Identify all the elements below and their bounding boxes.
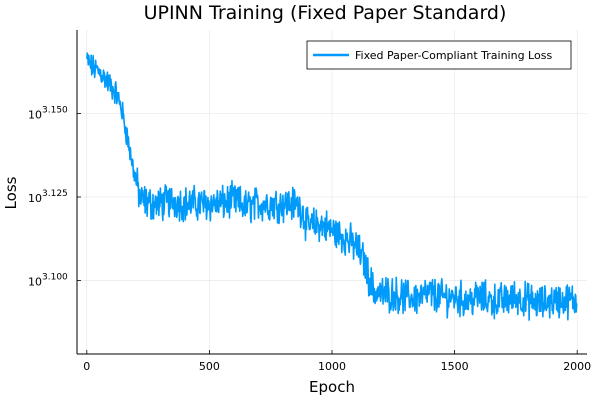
x-tick-label: 0 — [83, 360, 90, 373]
x-tick-label: 1500 — [441, 360, 469, 373]
x-tick-label: 1000 — [318, 360, 346, 373]
x-axis-label: Epoch — [309, 378, 355, 396]
y-tick-label: 103.125 — [28, 189, 68, 205]
y-tick-label: 103.150 — [28, 106, 68, 122]
series-layer — [86, 52, 578, 321]
x-tick-label: 2000 — [563, 360, 591, 373]
x-tick-label: 500 — [199, 360, 220, 373]
y-axis-label: Loss — [2, 176, 20, 209]
y-tick-label: 103.100 — [28, 273, 68, 289]
chart-title: UPINN Training (Fixed Paper Standard) — [144, 2, 507, 24]
legend-box — [306, 40, 572, 70]
legend: Fixed Paper-Compliant Training Loss — [306, 40, 572, 70]
ticks: 0 500 1000 1500 2000 103.100 103.125 103.150 — [28, 106, 591, 373]
grid — [77, 30, 587, 354]
legend-label: Fixed Paper-Compliant Training Loss — [355, 49, 552, 62]
series-line — [86, 52, 578, 321]
